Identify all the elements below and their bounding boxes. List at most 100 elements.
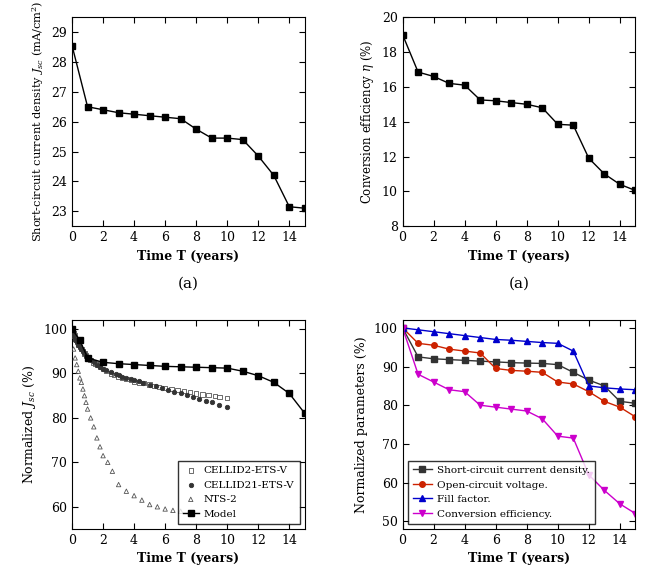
Short-circuit current density.: [631, 400, 639, 407]
CELLID2-ETS-V: [79, 349, 90, 358]
Model: [76, 337, 84, 344]
Y-axis label: Normalized parameters (%): Normalized parameters (%): [355, 336, 368, 513]
Short-circuit current density.: [414, 354, 422, 361]
Fill factor.: [492, 336, 500, 343]
NTS-2: [95, 442, 105, 451]
Open-circuit voltage.: [538, 369, 546, 376]
CELLID21-ETS-V: [129, 375, 140, 385]
CELLID2-ETS-V: [84, 355, 94, 364]
NTS-2: [121, 486, 132, 496]
Short-circuit current density.: [601, 382, 608, 389]
CELLID2-ETS-V: [76, 344, 86, 354]
CELLID21-ETS-V: [98, 365, 108, 374]
Short-circuit current density.: [430, 355, 438, 362]
CELLID21-ETS-V: [68, 331, 79, 340]
CELLID21-ETS-V: [181, 390, 192, 400]
Model: [115, 360, 122, 367]
Line: Short-circuit current density.: Short-circuit current density.: [400, 325, 638, 406]
Conversion efficiency.: [507, 405, 515, 412]
Y-axis label: Normalized $J_{sc}$ (%): Normalized $J_{sc}$ (%): [21, 365, 37, 484]
NTS-2: [176, 507, 186, 516]
CELLID21-ETS-V: [85, 355, 96, 365]
Line: Conversion efficiency.: Conversion efficiency.: [400, 325, 638, 516]
Short-circuit current density.: [507, 359, 515, 366]
Conversion efficiency.: [414, 371, 422, 378]
Conversion efficiency.: [445, 386, 453, 393]
CELLID21-ETS-V: [188, 392, 198, 401]
CELLID2-ETS-V: [98, 365, 108, 374]
Short-circuit current density.: [523, 359, 531, 366]
CELLID21-ETS-V: [117, 372, 127, 381]
CELLID2-ETS-V: [144, 380, 155, 389]
CELLID2-ETS-V: [121, 375, 132, 384]
Fill factor.: [616, 385, 624, 392]
NTS-2: [98, 451, 108, 460]
CELLID2-ETS-V: [85, 355, 96, 365]
Short-circuit current density.: [616, 398, 624, 405]
Fill factor.: [507, 337, 515, 344]
Open-circuit voltage.: [460, 348, 468, 355]
NTS-2: [102, 458, 113, 467]
NTS-2: [107, 467, 118, 476]
CELLID2-ETS-V: [105, 369, 116, 378]
Fill factor.: [445, 330, 453, 337]
CELLID2-ETS-V: [101, 367, 111, 376]
Fill factor.: [601, 384, 608, 391]
Conversion efficiency.: [430, 378, 438, 385]
CELLID2-ETS-V: [222, 393, 233, 402]
CELLID21-ETS-V: [71, 338, 82, 347]
Short-circuit current density.: [585, 377, 593, 384]
CELLID2-ETS-V: [214, 392, 225, 401]
Conversion efficiency.: [476, 402, 484, 409]
Model: [301, 410, 309, 417]
Model: [177, 363, 185, 370]
Open-circuit voltage.: [492, 365, 500, 372]
CELLID2-ETS-V: [90, 359, 101, 368]
NTS-2: [75, 373, 85, 382]
Open-circuit voltage.: [523, 368, 531, 375]
Model: [130, 361, 138, 368]
CELLID2-ETS-V: [109, 370, 119, 380]
Short-circuit current density.: [554, 361, 562, 368]
Line: Model: Model: [69, 326, 308, 416]
Fill factor.: [631, 386, 639, 393]
Open-circuit voltage.: [414, 340, 422, 347]
Short-circuit current density.: [399, 324, 407, 331]
CELLID21-ETS-V: [79, 349, 90, 358]
Conversion efficiency.: [616, 500, 624, 507]
Fill factor.: [399, 324, 407, 331]
CELLID2-ETS-V: [75, 342, 85, 351]
Model: [145, 362, 153, 369]
NTS-2: [85, 413, 96, 423]
NTS-2: [88, 422, 99, 431]
CELLID2-ETS-V: [126, 375, 136, 385]
Open-circuit voltage.: [507, 367, 515, 374]
CELLID21-ETS-V: [121, 373, 132, 382]
Open-circuit voltage.: [554, 378, 562, 385]
Conversion efficiency.: [631, 510, 639, 517]
NTS-2: [68, 344, 79, 354]
Model: [254, 372, 262, 379]
CELLID21-ETS-V: [144, 380, 155, 389]
CELLID2-ETS-V: [134, 378, 144, 387]
CELLID21-ETS-V: [200, 396, 211, 405]
NTS-2: [113, 480, 124, 489]
Conversion efficiency.: [585, 472, 593, 478]
CELLID2-ETS-V: [71, 337, 82, 346]
Conversion efficiency.: [460, 388, 468, 395]
Y-axis label: Conversion efficiency $\eta$ (%): Conversion efficiency $\eta$ (%): [359, 40, 376, 204]
Open-circuit voltage.: [430, 342, 438, 348]
Short-circuit current density.: [460, 357, 468, 364]
Fill factor.: [430, 328, 438, 335]
Legend: Short-circuit current density., Open-circuit voltage., Fill factor., Conversion : Short-circuit current density., Open-cir…: [408, 461, 595, 524]
NTS-2: [129, 491, 140, 500]
CELLID2-ETS-V: [154, 382, 164, 392]
Short-circuit current density.: [476, 358, 484, 365]
Fill factor.: [414, 327, 422, 334]
Line: Fill factor.: Fill factor.: [400, 325, 638, 393]
CELLID2-ETS-V: [172, 385, 183, 394]
NTS-2: [92, 434, 102, 443]
CELLID21-ETS-V: [176, 389, 186, 398]
Conversion efficiency.: [399, 324, 407, 331]
NTS-2: [160, 504, 170, 513]
